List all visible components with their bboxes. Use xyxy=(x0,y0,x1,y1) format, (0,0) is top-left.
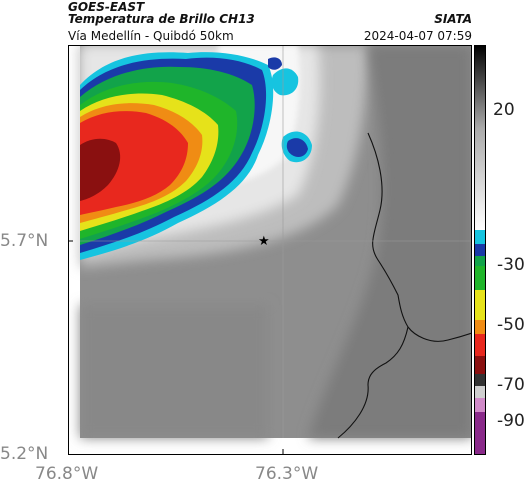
satellite-name: GOES-EAST xyxy=(68,0,145,14)
satellite-imagery: ★ xyxy=(80,45,472,439)
lat-label: 5.7°N xyxy=(0,231,49,251)
lon-label: 76.8°W xyxy=(35,464,99,484)
subtitle-row: Vía Medellín - Quibdó 50km 2024-04-07 07… xyxy=(68,29,472,43)
product-label: Temperatura de Brillo CH13 xyxy=(68,12,255,26)
gridlines xyxy=(80,45,472,438)
colorbar-tick: -90 xyxy=(497,411,525,431)
borders xyxy=(337,132,472,439)
brightness-temperature-map: ★ xyxy=(68,45,472,455)
colorbar-tick: -50 xyxy=(497,315,525,335)
route-label: Vía Medellín - Quibdó 50km xyxy=(68,29,234,43)
colorbar-tick: -30 xyxy=(497,255,525,275)
colorbar-tick: 20 xyxy=(493,100,515,120)
location-star-icon: ★ xyxy=(258,234,270,249)
datetime-label: 2024-04-07 07:59 xyxy=(363,29,472,43)
convective-cloud xyxy=(80,52,274,261)
colorbar xyxy=(474,45,486,455)
lat-label: 5.2°N xyxy=(0,444,49,464)
lon-label: 76.3°W xyxy=(255,464,319,484)
product-title: Temperatura de Brillo CH13 SIATA xyxy=(68,12,472,26)
org-label: SIATA xyxy=(434,12,472,26)
colorbar-tick: -70 xyxy=(497,375,525,395)
